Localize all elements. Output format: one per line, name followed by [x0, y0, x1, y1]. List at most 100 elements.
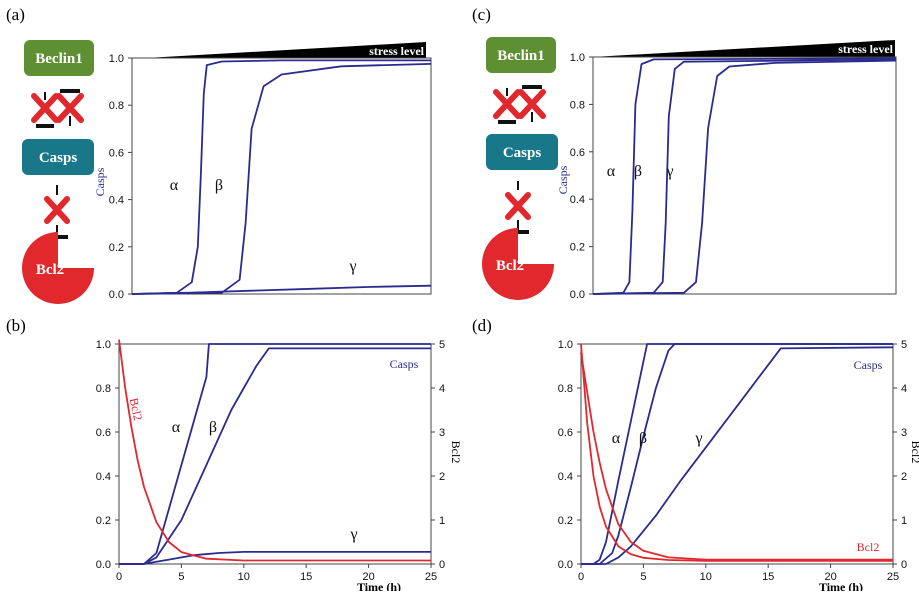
y-tick-label: 0.2	[558, 515, 573, 527]
x-tick-label: 5	[178, 571, 184, 583]
casps-box-label: Casps	[39, 150, 78, 166]
y-tick-label: 0.4	[96, 471, 111, 483]
y-right-tick-label: 3	[901, 427, 907, 439]
y-tick-label: 1.0	[558, 339, 573, 351]
stress-level-wedge-a: stress level	[146, 42, 426, 58]
bcl2-shape-label: Bcl2	[496, 258, 524, 274]
beclin1-label: Beclin1	[497, 48, 545, 64]
chart-c: 0.0 0.2 0.4 0.6 0.8 1.0 Casps α β γ	[556, 52, 896, 301]
cross-x-icon	[47, 199, 67, 221]
y-right-tick-label: 1	[439, 515, 445, 527]
y-tick-label: 0.4	[570, 194, 585, 206]
stress-level-label: stress level	[838, 42, 893, 56]
diagram-a: Beclin1 Casps Bcl2	[22, 40, 94, 304]
x-axis-label: Time (h)	[357, 580, 401, 591]
y-right-tick-label: 2	[439, 471, 445, 483]
series-label: γ	[348, 258, 356, 275]
series-label: α	[607, 163, 616, 180]
y-tick-label: 0.6	[570, 147, 585, 159]
y-tick-label: 0.0	[558, 559, 573, 571]
x-tick-label: 15	[300, 571, 312, 583]
y-tick-label: 0.4	[558, 471, 573, 483]
y-right-tick-label: 4	[439, 383, 445, 395]
series-line-γ	[132, 286, 431, 294]
y-tick-label: 1.0	[109, 53, 124, 65]
y-tick-label: 0.6	[109, 147, 124, 159]
y-tick-label: 1.0	[570, 52, 585, 64]
y-tick-label: 1.0	[96, 339, 111, 351]
panel-label-c: (c)	[472, 5, 491, 24]
y-tick-label: 0.2	[570, 242, 585, 254]
casps-annotation: Casps	[390, 357, 419, 371]
panel-label-d: (d)	[472, 316, 492, 335]
x-tick-label: 0	[578, 571, 584, 583]
y-tick-label: 0.0	[96, 559, 111, 571]
series-label: γ	[665, 163, 673, 180]
series-label: α	[172, 419, 181, 436]
series-line-bcl2	[581, 344, 893, 561]
stress-level-wedge-c: stress level	[592, 40, 895, 57]
series-label: β	[215, 177, 223, 194]
y-tick-label: 0.8	[96, 383, 111, 395]
y-tick-label: 0.0	[570, 289, 585, 301]
y-tick-label: 0.4	[109, 195, 124, 207]
y-right-axis-label: Bcl2	[449, 441, 463, 464]
y-right-tick-label: 0	[439, 559, 445, 571]
series-label: β	[639, 430, 647, 447]
series-label: α	[170, 177, 179, 194]
y-tick-label: 0.8	[558, 383, 573, 395]
x-tick-label: 5	[640, 571, 646, 583]
y-tick-label: 0.2	[109, 242, 124, 254]
chart-b: 0.0 0.2 0.4 0.6 0.8 1.0 0 5 10 15 20 25 Time (h) 0 1 2 3…	[96, 339, 463, 591]
x-axis-label: Time (h)	[819, 580, 863, 591]
x-tick-label: 15	[762, 571, 774, 583]
x-tick-label: 25	[425, 571, 437, 583]
series-line-γ	[119, 552, 431, 564]
plot-frame	[132, 58, 431, 294]
y-right-tick-label: 5	[439, 339, 445, 351]
diagram-c: Beclin1 Casps Bcl2	[482, 37, 558, 300]
series-line-α	[581, 344, 893, 564]
y-axis-label: Casps	[556, 165, 570, 194]
y-right-tick-label: 5	[901, 339, 907, 351]
series-label: β	[634, 163, 642, 180]
casps-box-label: Casps	[503, 145, 542, 161]
y-tick-label: 0.6	[558, 427, 573, 439]
y-axis-label: Casps	[93, 167, 107, 196]
series-label: β	[209, 419, 217, 436]
series-line-β	[119, 348, 431, 564]
x-tick-label: 25	[887, 571, 899, 583]
y-right-tick-label: 1	[901, 515, 907, 527]
series-line-γ	[581, 347, 893, 564]
plot-frame	[119, 344, 431, 564]
series-line-α	[119, 344, 431, 564]
bcl2-annotation: Bcl2	[857, 540, 880, 554]
series-label: γ	[694, 430, 702, 447]
series-label: α	[612, 430, 621, 447]
y-right-tick-label: 3	[439, 427, 445, 439]
y-right-tick-label: 0	[901, 559, 907, 571]
chart-a: 0.0 0.2 0.4 0.6 0.8 1.0 Casps α β γ	[93, 53, 431, 301]
x-tick-label: 10	[238, 571, 250, 583]
y-tick-label: 0.0	[109, 289, 124, 301]
cross-x-icon	[508, 195, 528, 217]
beclin1-label: Beclin1	[35, 51, 83, 67]
x-tick-label: 10	[700, 571, 712, 583]
plot-frame	[581, 344, 893, 564]
casps-annotation: Casps	[854, 358, 883, 372]
panel-label-b: (b)	[6, 316, 26, 335]
x-tick-label: 0	[116, 571, 122, 583]
series-line-β	[581, 344, 893, 564]
y-tick-label: 0.8	[109, 100, 124, 112]
series-line-bcl2	[119, 340, 431, 561]
stress-level-label: stress level	[369, 44, 424, 58]
y-right-tick-label: 2	[901, 471, 907, 483]
y-right-axis-label: Bcl2	[909, 441, 919, 464]
y-tick-label: 0.8	[570, 99, 585, 111]
chart-d: 0.0 0.2 0.4 0.6 0.8 1.0 0 5 10 15 20 25 Time (h) 0 1 2 3…	[558, 339, 919, 591]
y-right-tick-label: 4	[901, 383, 907, 395]
series-line-bcl2	[581, 353, 893, 560]
series-label: γ	[349, 526, 357, 543]
